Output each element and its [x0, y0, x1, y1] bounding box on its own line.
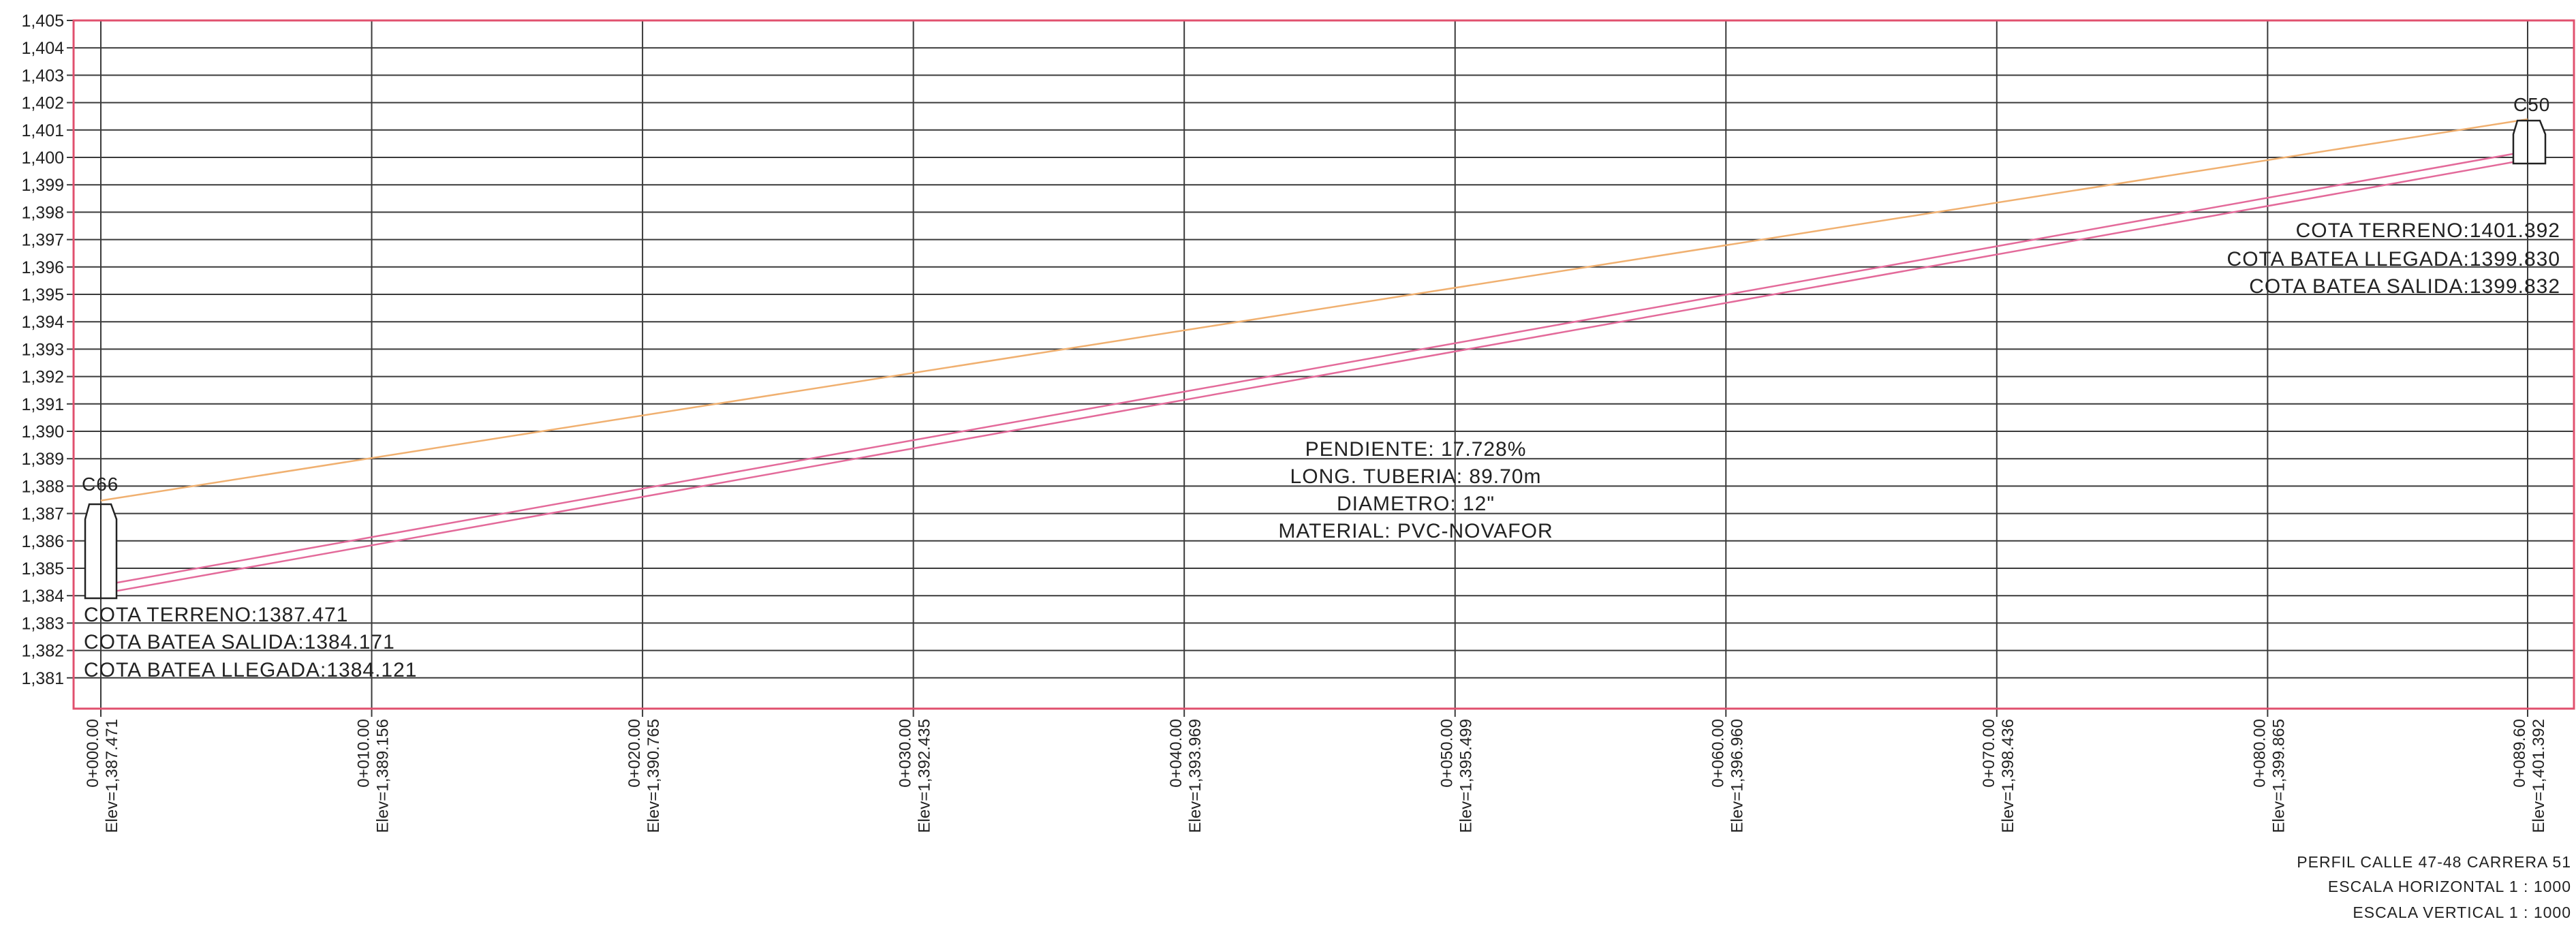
- station-elevation-label: Elev=1,401.392: [2530, 719, 2548, 833]
- station-axis-labels: 0+000.00 Elev=1,387.471 0+010.00 Elev=1,389…: [84, 719, 2548, 833]
- station-label: 0+000.00: [84, 719, 102, 788]
- profile-frame: [72, 19, 2575, 710]
- elevation-label: 1,383: [21, 614, 64, 633]
- elevation-label: 1,391: [21, 395, 64, 414]
- manhole-end: C50: [2512, 94, 2550, 165]
- station-elevation-label: Elev=1,387.471: [103, 719, 121, 833]
- elevation-label: 1,396: [21, 258, 64, 277]
- pipe-length: LONG. TUBERIA: 89.70m: [1290, 465, 1542, 488]
- elevation-label: 1,401: [21, 121, 64, 140]
- station-label: 0+060.00: [1709, 719, 1727, 788]
- elevation-gridlines: [67, 20, 2574, 679]
- elevation-label: 1,381: [21, 669, 64, 688]
- elevation-axis-labels: 1,405 1,404 1,403 1,402 1,401 1,400 1,399 1,398…: [21, 12, 64, 688]
- station-label: 0+070.00: [1980, 719, 1998, 788]
- station-gridlines: [100, 20, 2528, 717]
- elevation-label: 1,403: [21, 66, 64, 85]
- station-elevation-label: Elev=1,395.499: [1457, 719, 1476, 833]
- elevation-label: 1,387: [21, 505, 64, 524]
- pipe-material: MATERIAL: PVC-NOVAFOR: [1278, 520, 1553, 542]
- elevation-label: 1,394: [21, 313, 64, 332]
- elevation-label: 1,399: [21, 176, 64, 195]
- station-label: 0+080.00: [2250, 719, 2269, 788]
- station-elevation-label: Elev=1,389.156: [374, 719, 392, 833]
- pipe-slope: PENDIENTE: 17.728%: [1305, 438, 1527, 461]
- station-elevation-label: Elev=1,390.765: [645, 719, 663, 833]
- station-label: 0+089.60: [2511, 719, 2529, 788]
- station-elevation-label: Elev=1,399.865: [2269, 719, 2288, 833]
- start-cota-batea-llegada: COTA BATEA LLEGADA:1384.121: [84, 659, 417, 681]
- station-elevation-label: Elev=1,396.960: [1728, 719, 1746, 833]
- elevation-label: 1,398: [21, 203, 64, 222]
- pipe-invert-line: [116, 161, 2514, 592]
- elevation-label: 1,382: [21, 642, 64, 661]
- terrain-profile-line: [100, 118, 2528, 501]
- manhole-start: C66: [82, 474, 119, 600]
- end-cota-batea-llegada: COTA BATEA LLEGADA:1399.830: [2227, 248, 2560, 271]
- station-label: 0+010.00: [355, 719, 373, 788]
- elevation-label: 1,388: [21, 477, 64, 496]
- manhole-start-label: C66: [82, 474, 119, 495]
- manhole-end-elevations: COTA TERRENO:1401.392 COTA BATEA LLEGADA…: [2227, 219, 2560, 298]
- manhole-end-symbol: [2512, 119, 2547, 165]
- elevation-label: 1,389: [21, 450, 64, 469]
- pipe-crown-line: [116, 153, 2514, 584]
- station-label: 0+030.00: [897, 719, 915, 788]
- horizontal-scale: ESCALA HORIZONTAL 1 : 1000: [2328, 878, 2571, 895]
- pipe-info: PENDIENTE: 17.728% LONG. TUBERIA: 89.70m…: [1278, 438, 1553, 542]
- end-cota-batea-salida: COTA BATEA SALIDA:1399.832: [2249, 275, 2560, 298]
- profile-title: PERFIL CALLE 47-48 CARRERA 51: [2297, 853, 2571, 871]
- station-elevation-label: Elev=1,398.436: [1999, 719, 2017, 833]
- elevation-label: 1,395: [21, 285, 64, 305]
- vertical-scale: ESCALA VERTICAL 1 : 1000: [2353, 904, 2571, 921]
- elevation-label: 1,397: [21, 231, 64, 250]
- elevation-label: 1,384: [21, 587, 64, 606]
- pipe-diameter: DIAMETRO: 12": [1337, 493, 1495, 515]
- station-label: 0+020.00: [625, 719, 644, 788]
- end-cota-terreno: COTA TERRENO:1401.392: [2296, 219, 2560, 242]
- elevation-label: 1,405: [21, 12, 64, 31]
- elevation-label: 1,385: [21, 559, 64, 578]
- elevation-label: 1,386: [21, 532, 64, 551]
- elevation-label: 1,390: [21, 422, 64, 442]
- station-elevation-label: Elev=1,392.435: [916, 719, 934, 833]
- elevation-label: 1,402: [21, 94, 64, 113]
- elevation-label: 1,404: [21, 39, 64, 58]
- station-label: 0+040.00: [1167, 719, 1185, 788]
- manhole-end-label: C50: [2513, 94, 2550, 115]
- start-cota-terreno: COTA TERRENO:1387.471: [84, 604, 348, 626]
- station-label: 0+050.00: [1438, 719, 1457, 788]
- start-cota-batea-salida: COTA BATEA SALIDA:1384.171: [84, 631, 395, 653]
- title-block: PERFIL CALLE 47-48 CARRERA 51 ESCALA HOR…: [2297, 853, 2571, 921]
- elevation-label: 1,400: [21, 149, 64, 168]
- elevation-label: 1,393: [21, 340, 64, 359]
- station-elevation-label: Elev=1,393.969: [1186, 719, 1205, 833]
- manhole-start-elevations: COTA TERRENO:1387.471 COTA BATEA SALIDA:…: [84, 604, 417, 681]
- elevation-label: 1,392: [21, 368, 64, 387]
